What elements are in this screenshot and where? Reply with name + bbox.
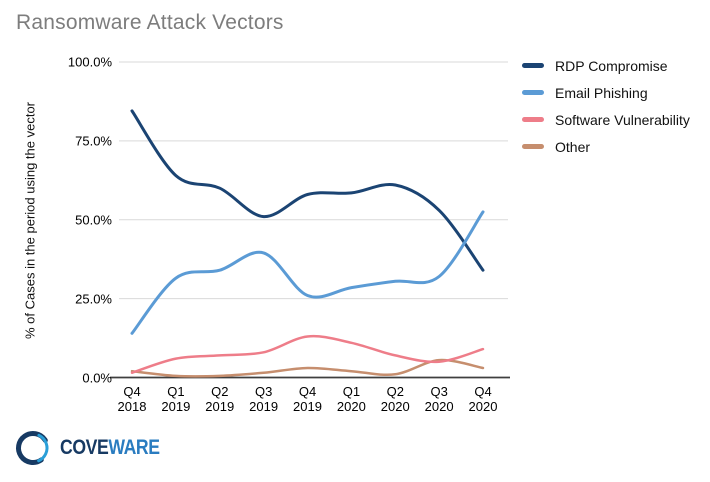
coveware-wordmark: COVEWARE	[60, 436, 160, 460]
legend-label: Email Phishing	[555, 84, 648, 101]
x-tick-label: Q3 2019	[249, 384, 279, 414]
x-tick-label: Q1 2020	[336, 384, 366, 414]
x-tick-label: Q3 2020	[424, 384, 454, 414]
y-axis-title: % of Cases in the period using the vecto…	[22, 101, 38, 340]
page-title: Ransomware Attack Vectors	[16, 11, 284, 34]
x-tick-label: Q2 2020	[380, 384, 410, 414]
y-tick-label: 50.0%	[75, 212, 112, 228]
legend-swatch	[522, 63, 544, 68]
series-line-software-vulnerability	[130, 334, 485, 375]
y-tick-label: 25.0%	[75, 291, 112, 307]
logo-cove: COVE	[60, 436, 109, 459]
legend-label: Software Vulnerability	[555, 111, 690, 128]
x-tick-label: Q4 2019	[293, 384, 322, 414]
x-tick-label: Q2 2019	[205, 384, 235, 414]
coveware-logo: COVEWARE	[12, 427, 179, 469]
coveware-swirl-icon	[16, 431, 50, 465]
legend-item: Email Phishing	[522, 79, 690, 106]
legend-item: RDP Compromise	[522, 52, 690, 79]
legend-item: Other	[522, 133, 690, 160]
series-line-email-phishing	[130, 210, 485, 335]
legend-swatch	[522, 144, 544, 149]
legend-swatch	[522, 117, 544, 122]
logo-ware: WARE	[108, 436, 160, 459]
y-tick-label: 75.0%	[75, 133, 112, 149]
series-line-other	[130, 358, 485, 378]
legend-item: Software Vulnerability	[522, 106, 690, 133]
y-tick-label: 100.0%	[67, 54, 112, 70]
legend-swatch	[522, 90, 544, 95]
x-tick-label: Q1 2019	[161, 384, 191, 414]
x-tick-label: Q4 2020	[468, 384, 498, 414]
legend: RDP Compromise Email Phishing Software Vul…	[522, 52, 690, 160]
legend-label: Other	[555, 138, 591, 155]
x-tick-label: Q4 2018	[117, 384, 147, 414]
y-tick-label: 0.0%	[82, 370, 112, 385]
legend-label: RDP Compromise	[555, 57, 668, 74]
series-line-rdp-compromise	[130, 109, 485, 272]
